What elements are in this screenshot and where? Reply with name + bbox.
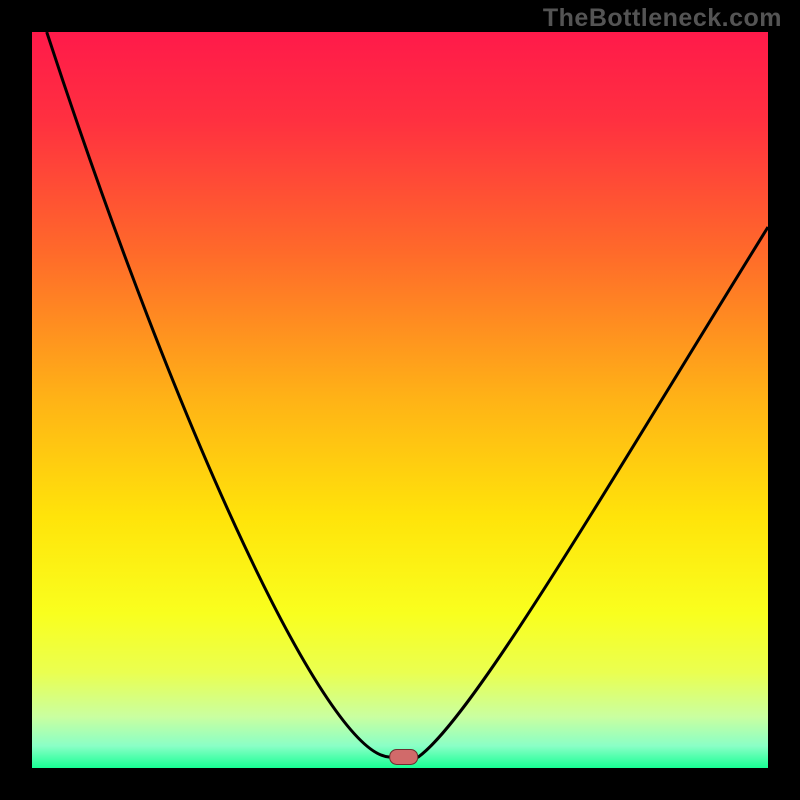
plot-area [32,32,768,768]
marker-layer [32,32,768,768]
watermark-text: TheBottleneck.com [543,4,782,33]
trough-marker [390,749,418,764]
chart-frame: TheBottleneck.com [0,0,800,800]
